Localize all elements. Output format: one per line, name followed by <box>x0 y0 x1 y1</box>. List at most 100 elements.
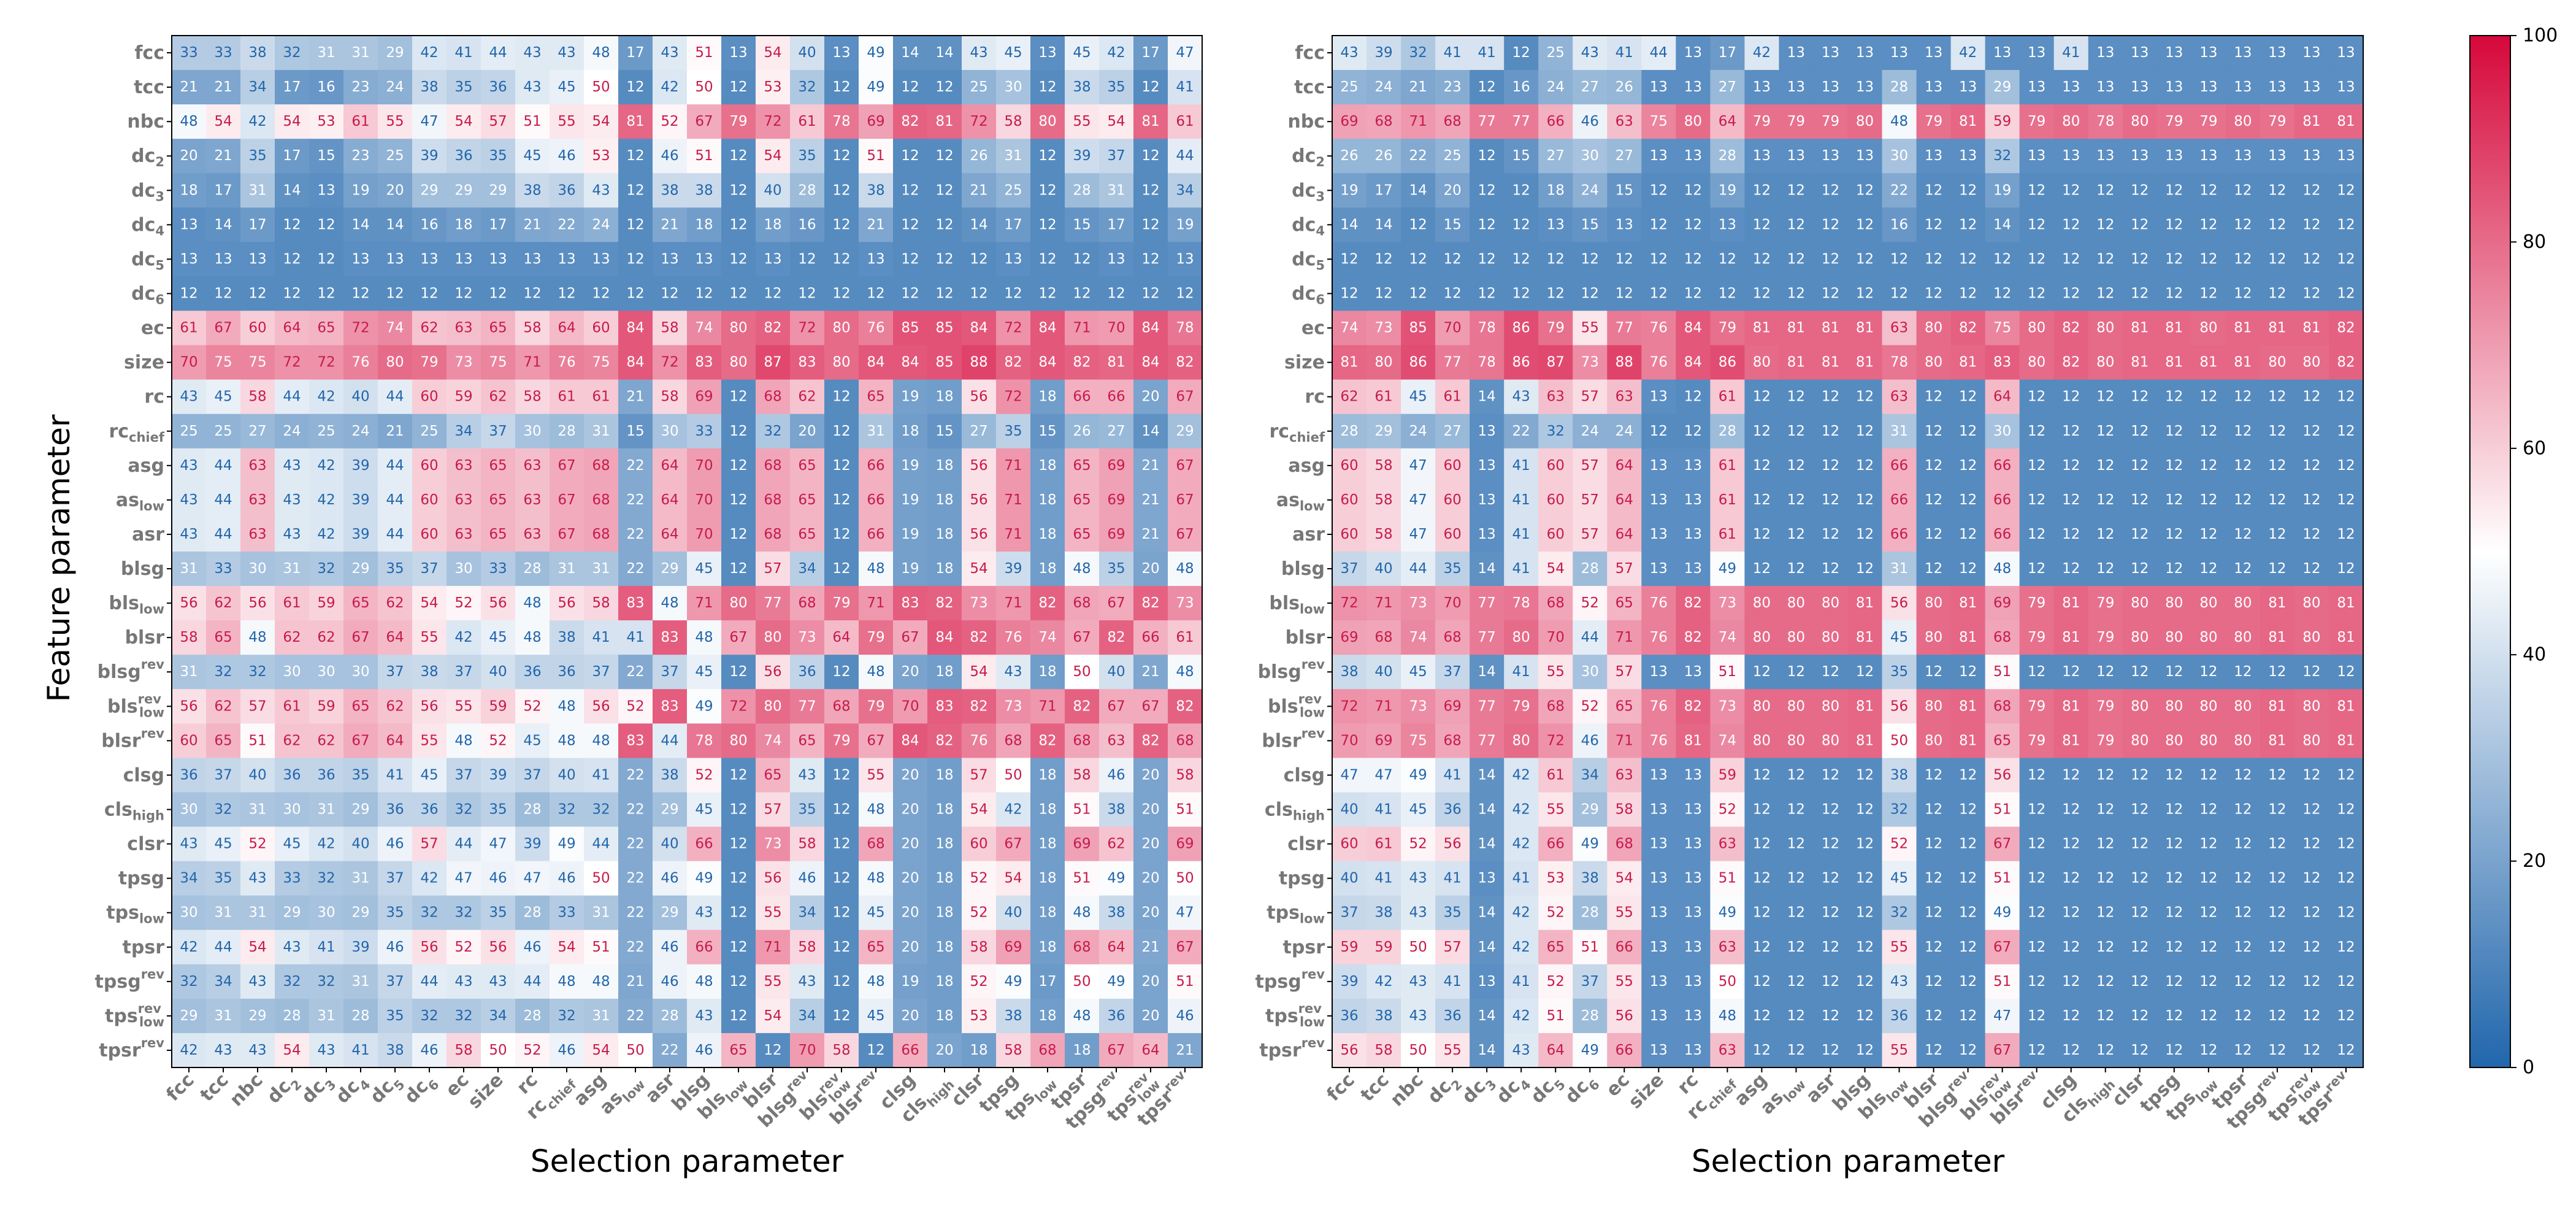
cell-value-label: 12 <box>2165 767 2183 783</box>
heatmap-cell <box>824 276 859 312</box>
column-label: tcc <box>1357 1069 1393 1106</box>
cell-value-label: 58 <box>798 939 816 955</box>
cell-value-label: 48 <box>523 595 541 611</box>
cell-value-label: 74 <box>1409 629 1427 645</box>
cell-value-label: 14 <box>1374 217 1392 233</box>
column-label: dc4 <box>1492 1069 1534 1111</box>
cell-value-label: 18 <box>1547 182 1565 198</box>
cell-value-label: 24 <box>1409 423 1427 439</box>
cell-value-label: 43 <box>1340 45 1358 61</box>
cell-value-label: 39 <box>1073 148 1091 164</box>
cell-value-label: 12 <box>1822 905 1839 921</box>
cell-value-label: 19 <box>901 389 919 405</box>
cell-value-label: 13 <box>1684 939 1702 955</box>
cell-value-label: 12 <box>1684 286 1702 302</box>
cell-value-label: 63 <box>523 492 541 508</box>
cell-value-label: 41 <box>1374 871 1392 887</box>
cell-value-label: 60 <box>592 320 610 336</box>
cell-value-label: 29 <box>1374 423 1392 439</box>
cell-value-label: 55 <box>1890 1042 1908 1058</box>
cell-value-label: 31 <box>592 561 610 577</box>
cell-value-label: 32 <box>1547 423 1565 439</box>
cell-value-label: 12 <box>2165 802 2183 818</box>
cell-value-label: 31 <box>558 561 575 577</box>
row-label: blsr <box>1286 627 1325 648</box>
cell-value-label: 38 <box>1581 871 1599 887</box>
cell-value-label: 65 <box>764 767 781 783</box>
cell-value-label: 65 <box>489 458 507 474</box>
heatmap-cell <box>343 70 378 105</box>
cell-value-label: 66 <box>867 526 884 542</box>
cell-value-label: 12 <box>832 286 850 302</box>
heatmap-cell <box>824 70 859 105</box>
cell-value-label: 12 <box>2165 871 2183 887</box>
cell-value-label: 54 <box>970 664 987 680</box>
cell-value-label: 74 <box>1038 629 1056 645</box>
heatmap-cell <box>275 104 310 139</box>
cell-value-label: 18 <box>1038 1008 1056 1024</box>
cell-value-label: 35 <box>1107 561 1125 577</box>
cell-value-label: 35 <box>386 561 404 577</box>
cell-value-label: 85 <box>1409 320 1427 336</box>
cell-value-label: 45 <box>283 836 301 852</box>
cell-value-label: 25 <box>214 423 232 439</box>
cell-value-label: 57 <box>1443 939 1461 955</box>
cell-value-label: 84 <box>970 320 987 336</box>
heatmap-cell <box>240 242 275 277</box>
cell-value-label: 13 <box>1753 148 1771 164</box>
heatmap-cell <box>618 207 653 242</box>
cell-value-label: 37 <box>214 767 232 783</box>
cell-value-label: 54 <box>970 561 987 577</box>
cell-value-label: 56 <box>592 698 610 714</box>
cell-value-label: 18 <box>935 1008 953 1024</box>
cell-value-label: 12 <box>1684 217 1702 233</box>
cell-value-label: 12 <box>2337 1042 2355 1058</box>
heatmap-cell <box>996 242 1031 277</box>
cell-value-label: 12 <box>1925 767 1942 783</box>
cell-value-label: 80 <box>2165 698 2183 714</box>
cell-value-label: 46 <box>558 871 575 887</box>
cell-value-label: 25 <box>180 423 197 439</box>
cell-value-label: 13 <box>2234 148 2252 164</box>
cell-value-label: 80 <box>1038 113 1056 129</box>
cell-value-label: 67 <box>1993 939 2011 955</box>
cell-value-label: 14 <box>1478 1042 1496 1058</box>
heatmap-cell <box>240 173 275 208</box>
cell-value-label: 49 <box>1107 974 1125 990</box>
cell-value-label: 44 <box>386 526 404 542</box>
cell-value-label: 16 <box>798 217 816 233</box>
cell-value-label: 12 <box>2131 492 2149 508</box>
cell-value-label: 31 <box>351 871 369 887</box>
heatmap-cell <box>515 207 550 242</box>
heatmap-cell <box>550 70 585 105</box>
cell-value-label: 13 <box>1478 458 1496 474</box>
cell-value-label: 24 <box>283 423 301 439</box>
cell-value-label: 12 <box>2028 217 2045 233</box>
cell-value-label: 35 <box>386 1008 404 1024</box>
cell-value-label: 34 <box>214 974 232 990</box>
cell-value-label: 12 <box>1822 423 1839 439</box>
cell-value-label: 12 <box>2337 664 2355 680</box>
cell-value-label: 12 <box>1856 905 1874 921</box>
cell-value-label: 12 <box>2062 767 2080 783</box>
row-label: dc2 <box>131 145 164 170</box>
cell-value-label: 54 <box>558 939 575 955</box>
cell-value-label: 50 <box>1176 871 1194 887</box>
cell-value-label: 28 <box>523 802 541 818</box>
cell-value-label: 12 <box>1856 492 1874 508</box>
cell-value-label: 75 <box>1993 320 2011 336</box>
cell-value-label: 67 <box>558 458 575 474</box>
cell-value-label: 70 <box>1443 595 1461 611</box>
heatmap-cell <box>1099 242 1134 277</box>
cell-value-label: 72 <box>1340 595 1358 611</box>
cell-value-label: 12 <box>2337 251 2355 267</box>
cell-value-label: 12 <box>2165 458 2183 474</box>
heatmap-cell <box>240 310 275 346</box>
cell-value-label: 21 <box>626 974 644 990</box>
cell-value-label: 82 <box>2337 355 2355 371</box>
cell-value-label: 41 <box>1176 79 1194 95</box>
cell-value-label: 13 <box>1478 871 1496 887</box>
cell-value-label: 58 <box>1073 767 1091 783</box>
cell-value-label: 42 <box>248 113 266 129</box>
cell-value-label: 12 <box>798 286 816 302</box>
